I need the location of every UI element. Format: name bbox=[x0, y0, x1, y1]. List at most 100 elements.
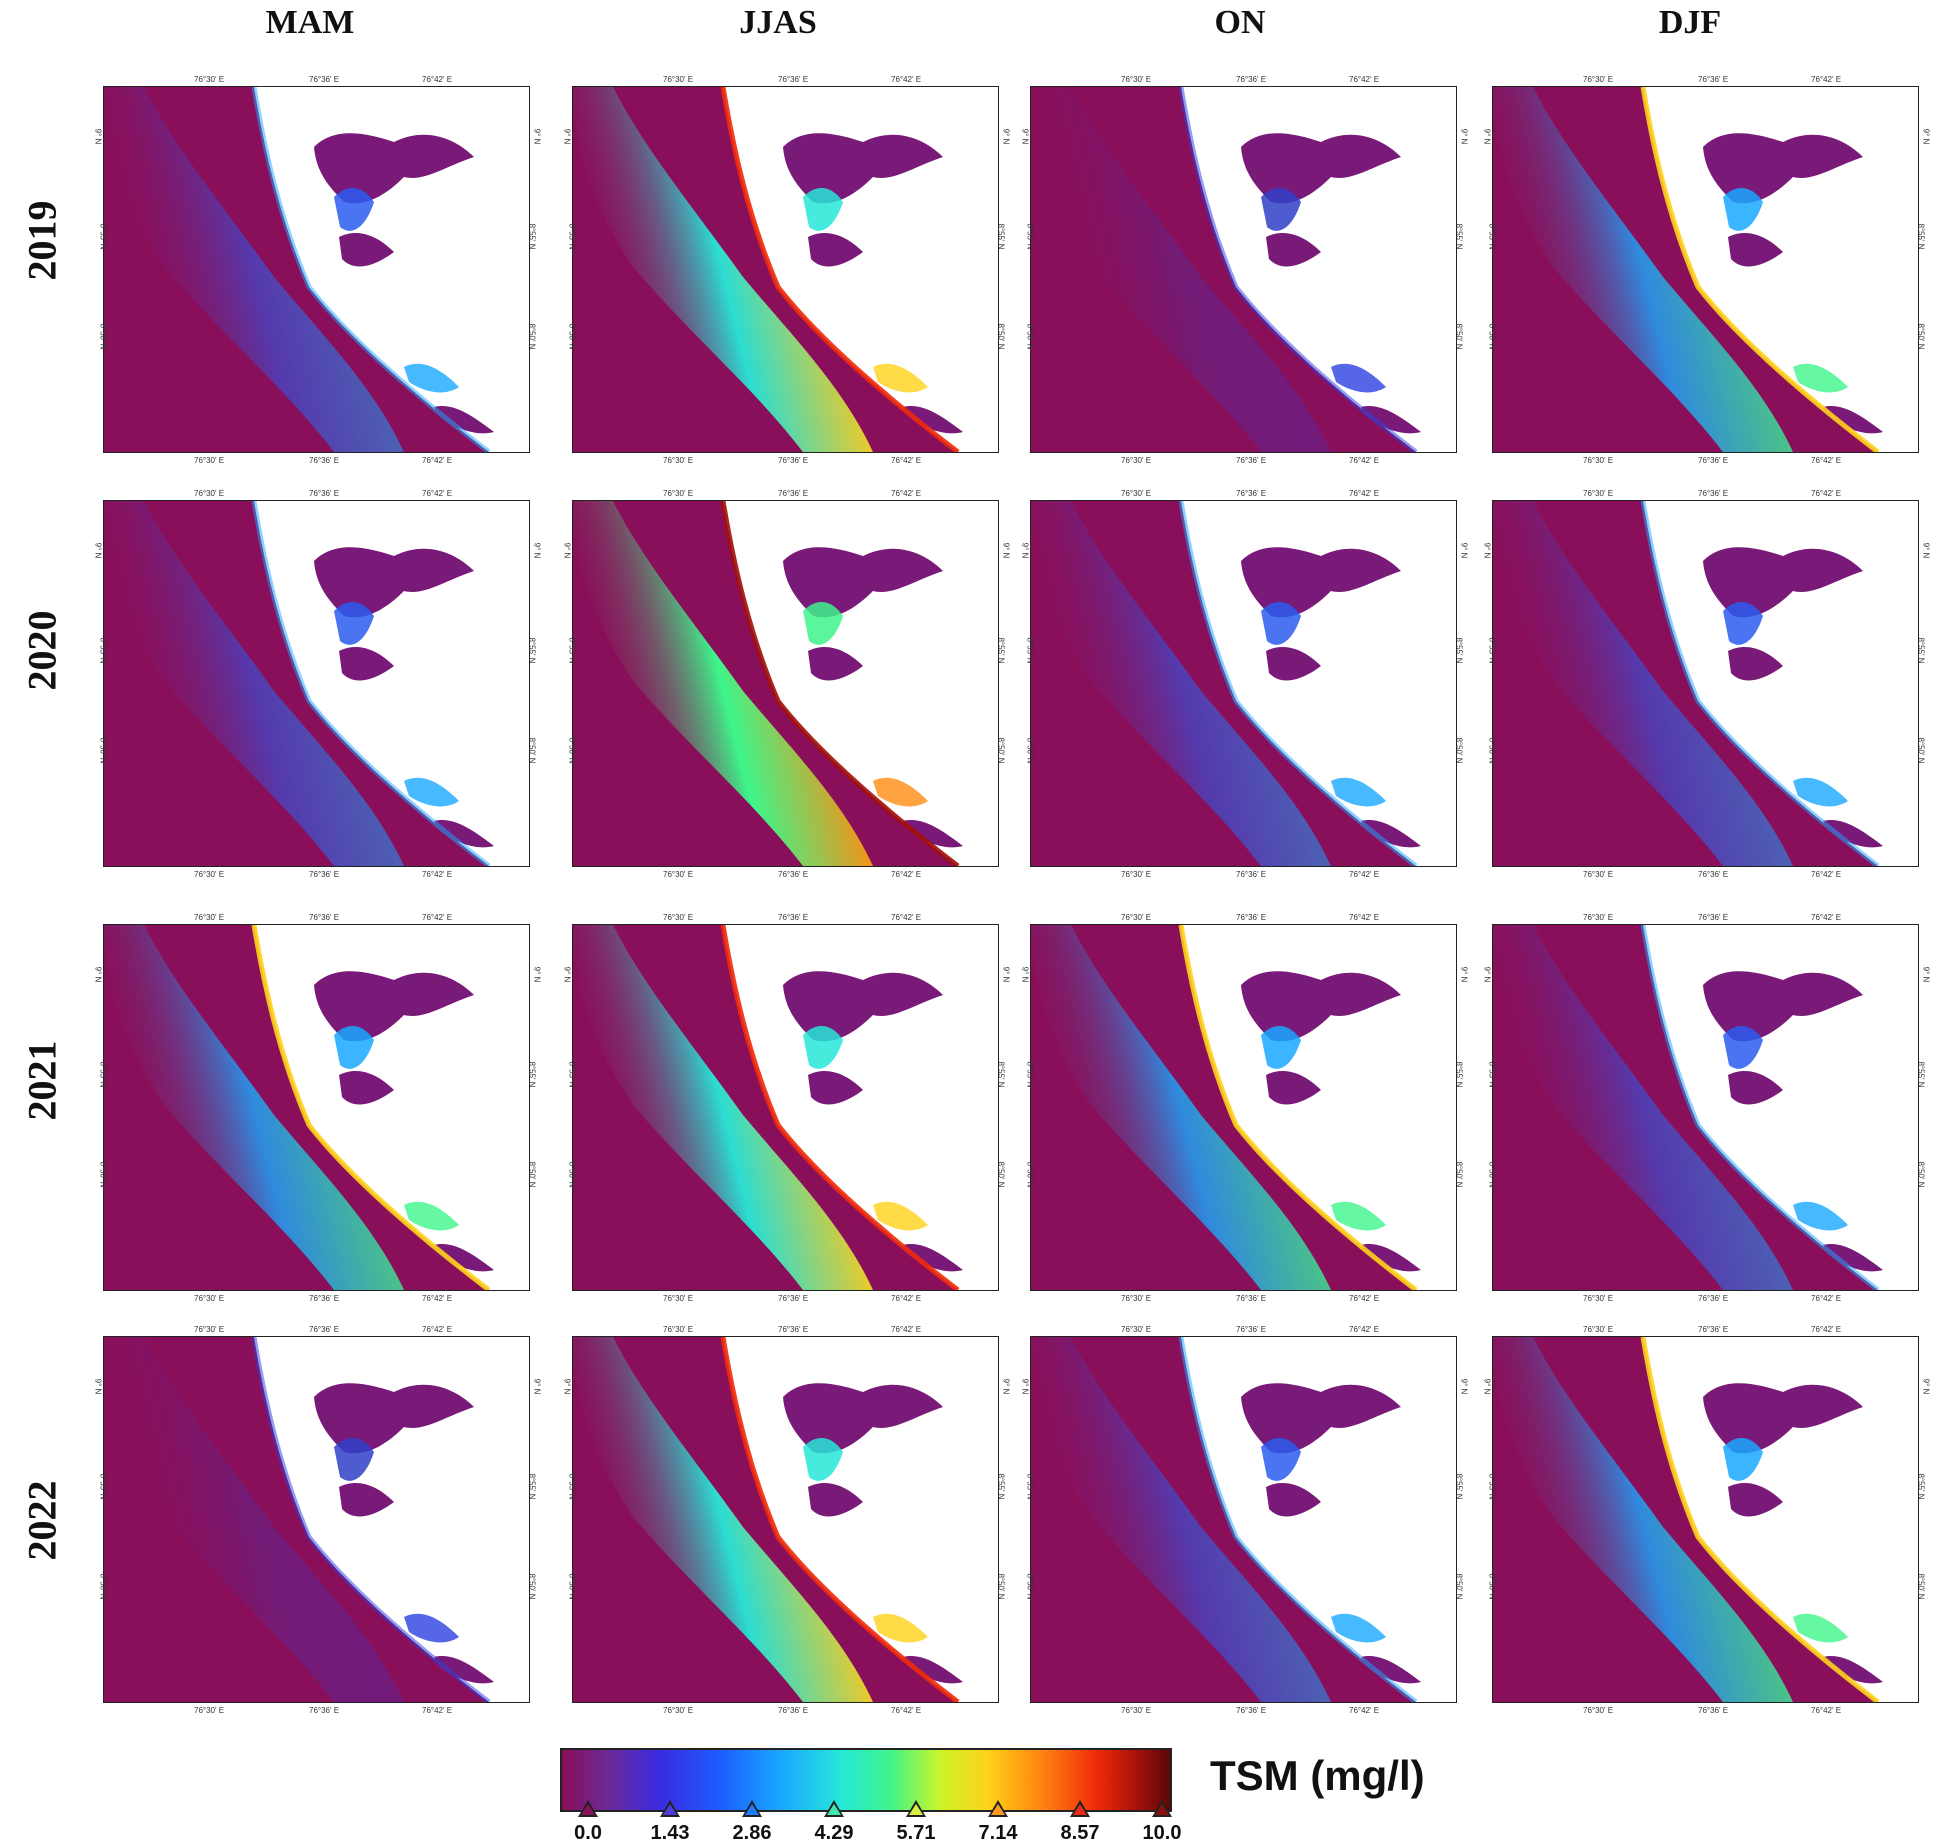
tsm-map bbox=[573, 87, 998, 452]
lon-tick-label: 76°36' E bbox=[778, 1325, 809, 1334]
lon-tick-label: 76°36' E bbox=[309, 1706, 340, 1715]
lon-tick-label: 76°30' E bbox=[194, 1325, 225, 1334]
map-panel-2019-on: 76°30' E 76°30' E 76°36' E 76°36' E 76°42' E… bbox=[1020, 75, 1468, 465]
lat-tick-label: 8°50' N bbox=[567, 737, 577, 764]
lon-tick-label: 76°36' E bbox=[778, 1294, 809, 1303]
lat-tick-label: 9° N bbox=[1001, 1378, 1011, 1395]
lon-tick-label: 76°36' E bbox=[1698, 913, 1729, 922]
lat-tick-label: 8°50' N bbox=[1916, 323, 1926, 350]
lon-tick-label: 76°42' E bbox=[891, 1706, 922, 1715]
lon-tick-label: 76°42' E bbox=[891, 75, 922, 84]
lon-tick-label: 76°42' E bbox=[1349, 870, 1380, 879]
lat-tick-label: 8°50' N bbox=[98, 1573, 108, 1600]
tsm-map bbox=[104, 501, 529, 866]
lat-tick-label: 8°55' N bbox=[1916, 1061, 1926, 1088]
lon-tick-label: 76°42' E bbox=[891, 1294, 922, 1303]
lat-tick-label: 8°50' N bbox=[1025, 1161, 1035, 1188]
lon-tick-label: 76°30' E bbox=[663, 1706, 694, 1715]
lon-tick-label: 76°36' E bbox=[1698, 456, 1729, 465]
lon-tick-label: 76°30' E bbox=[1121, 870, 1152, 879]
lon-tick-label: 76°42' E bbox=[1811, 913, 1842, 922]
lat-tick-label: 8°50' N bbox=[1025, 323, 1035, 350]
colorbar-tick-marker bbox=[906, 1800, 926, 1817]
lon-tick-label: 76°36' E bbox=[1698, 870, 1729, 879]
lon-tick-label: 76°42' E bbox=[891, 489, 922, 498]
map-panel-2019-mam: 76°30' E 76°30' E 76°36' E 76°36' E 76°42' E… bbox=[93, 75, 541, 465]
lat-tick-label: 8°55' N bbox=[1487, 1473, 1497, 1500]
lat-tick-label: 9° N bbox=[1001, 966, 1011, 983]
tsm-map bbox=[573, 925, 998, 1290]
tsm-map bbox=[104, 87, 529, 452]
lon-tick-label: 76°36' E bbox=[1236, 1294, 1267, 1303]
lon-tick-label: 76°30' E bbox=[663, 870, 694, 879]
lon-tick-label: 76°30' E bbox=[194, 456, 225, 465]
tsm-map bbox=[573, 501, 998, 866]
lat-tick-label: 8°55' N bbox=[1025, 223, 1035, 250]
lat-tick-label: 8°55' N bbox=[567, 223, 577, 250]
lon-tick-label: 76°36' E bbox=[1236, 1325, 1267, 1334]
lat-tick-label: 8°50' N bbox=[1025, 1573, 1035, 1600]
lon-tick-label: 76°30' E bbox=[1583, 870, 1614, 879]
lon-tick-label: 76°36' E bbox=[309, 913, 340, 922]
map-panel-2021-jjas: 76°30' E 76°30' E 76°36' E 76°36' E 76°42' E… bbox=[562, 913, 1010, 1303]
lon-tick-label: 76°30' E bbox=[194, 870, 225, 879]
lon-tick-label: 76°30' E bbox=[194, 489, 225, 498]
tsm-map bbox=[1031, 87, 1456, 452]
lon-tick-label: 76°42' E bbox=[1349, 1325, 1380, 1334]
lat-tick-label: 8°50' N bbox=[98, 737, 108, 764]
row-header-label: 2019 bbox=[19, 200, 65, 280]
lat-tick-label: 9° N bbox=[1921, 542, 1931, 559]
tsm-map bbox=[104, 1337, 529, 1702]
map-panel-2022-djf: 76°30' E 76°30' E 76°36' E 76°36' E 76°42' E… bbox=[1482, 1325, 1930, 1715]
map-panel-2020-jjas: 76°30' E 76°30' E 76°36' E 76°36' E 76°42' E… bbox=[562, 489, 1010, 879]
lon-tick-label: 76°42' E bbox=[422, 489, 453, 498]
lat-tick-label: 8°55' N bbox=[527, 637, 537, 664]
lat-tick-label: 9° N bbox=[532, 1378, 542, 1395]
map-panel-2022-on: 76°30' E 76°30' E 76°36' E 76°36' E 76°42' E… bbox=[1020, 1325, 1468, 1715]
lon-tick-label: 76°30' E bbox=[194, 75, 225, 84]
lon-tick-label: 76°36' E bbox=[778, 456, 809, 465]
lat-tick-label: 8°50' N bbox=[1487, 1573, 1497, 1600]
lon-tick-label: 76°36' E bbox=[1698, 1706, 1729, 1715]
map-panel-2021-mam: 76°30' E 76°30' E 76°36' E 76°36' E 76°42' E… bbox=[93, 913, 541, 1303]
lat-tick-label: 9° N bbox=[562, 1378, 572, 1395]
tsm-map bbox=[1031, 1337, 1456, 1702]
lat-tick-label: 9° N bbox=[1459, 966, 1469, 983]
lat-tick-label: 8°55' N bbox=[1916, 637, 1926, 664]
lon-tick-label: 76°42' E bbox=[1349, 75, 1380, 84]
colorbar-tick-label: 10.0 bbox=[1142, 1822, 1182, 1844]
lat-tick-label: 9° N bbox=[532, 966, 542, 983]
colorbar-tick-label: 2.86 bbox=[732, 1822, 772, 1844]
lon-tick-label: 76°42' E bbox=[891, 870, 922, 879]
lon-tick-label: 76°42' E bbox=[1349, 913, 1380, 922]
lon-tick-label: 76°36' E bbox=[309, 1294, 340, 1303]
lon-tick-label: 76°30' E bbox=[1583, 1294, 1614, 1303]
column-header-djf: DJF bbox=[1658, 4, 1722, 41]
lon-tick-label: 76°42' E bbox=[422, 1294, 453, 1303]
lat-tick-label: 8°55' N bbox=[567, 1061, 577, 1088]
tsm-map bbox=[1493, 1337, 1918, 1702]
colorbar-tick-marker bbox=[824, 1800, 844, 1817]
lon-tick-label: 76°36' E bbox=[309, 75, 340, 84]
row-header-label: 2021 bbox=[19, 1040, 65, 1120]
lon-tick-label: 76°30' E bbox=[663, 1325, 694, 1334]
lat-tick-label: 8°55' N bbox=[98, 637, 108, 664]
lat-tick-label: 9° N bbox=[562, 542, 572, 559]
lon-tick-label: 76°30' E bbox=[1121, 489, 1152, 498]
lat-tick-label: 8°50' N bbox=[1025, 737, 1035, 764]
lon-tick-label: 76°30' E bbox=[663, 456, 694, 465]
lon-tick-label: 76°42' E bbox=[891, 913, 922, 922]
lat-tick-label: 8°55' N bbox=[567, 637, 577, 664]
lon-tick-label: 76°36' E bbox=[309, 456, 340, 465]
lat-tick-label: 8°50' N bbox=[567, 1161, 577, 1188]
row-header-2019: 2019 bbox=[20, 60, 65, 420]
lat-tick-label: 8°55' N bbox=[1487, 223, 1497, 250]
lat-tick-label: 8°50' N bbox=[996, 1573, 1006, 1600]
lat-tick-label: 8°55' N bbox=[1487, 637, 1497, 664]
lat-tick-label: 8°55' N bbox=[996, 1473, 1006, 1500]
lat-tick-label: 9° N bbox=[1482, 128, 1492, 145]
lat-tick-label: 8°50' N bbox=[1916, 737, 1926, 764]
map-panel-2019-djf: 76°30' E 76°30' E 76°36' E 76°36' E 76°42' E… bbox=[1482, 75, 1930, 465]
lat-tick-label: 8°50' N bbox=[1487, 737, 1497, 764]
lat-tick-label: 9° N bbox=[1482, 966, 1492, 983]
